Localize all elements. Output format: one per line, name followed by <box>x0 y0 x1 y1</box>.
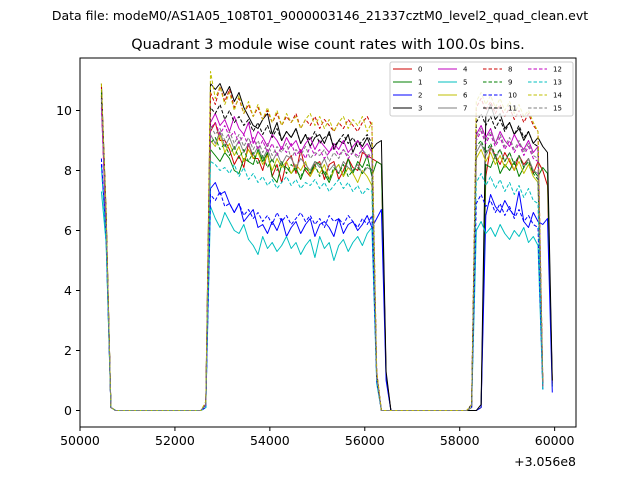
legend-label-1: 1 <box>418 79 422 87</box>
x-tick-label: 60000 <box>535 433 575 448</box>
y-axis: 0 2 4 6 8 10 <box>56 103 80 418</box>
x-tick-label: 50000 <box>60 433 100 448</box>
legend-label-2: 2 <box>418 92 422 100</box>
series-line-14 <box>100 71 544 411</box>
x-tick-label: 54000 <box>250 433 290 448</box>
legend-label-12: 12 <box>553 66 562 74</box>
x-axis: 50000 52000 54000 56000 58000 60000 <box>60 427 575 448</box>
legend-label-5: 5 <box>463 79 467 87</box>
legend-label-11: 11 <box>508 105 517 113</box>
legend-label-3: 3 <box>418 105 422 113</box>
y-tick-label: 4 <box>64 283 72 298</box>
series-line-5 <box>100 191 544 411</box>
plot-frame <box>79 57 577 428</box>
legend-label-4: 4 <box>463 66 468 74</box>
legend-label-15: 15 <box>553 105 562 113</box>
legend-label-7: 7 <box>463 105 467 113</box>
y-tick-label: 2 <box>64 343 72 358</box>
legend-frame <box>389 61 574 117</box>
x-axis-offset-text: +3.056e8 <box>514 454 576 469</box>
y-tick-label: 10 <box>56 103 72 118</box>
y-tick-label: 8 <box>64 163 72 178</box>
legend-label-14: 14 <box>553 92 562 100</box>
chart-title: Quadrant 3 module wise count rates with … <box>131 37 525 53</box>
legend-label-6: 6 <box>463 92 468 100</box>
legend-label-10: 10 <box>508 92 517 100</box>
series-line-15 <box>100 98 544 411</box>
series-layer <box>100 71 553 411</box>
series-line-13 <box>100 161 544 411</box>
legend-label-13: 13 <box>553 79 562 87</box>
legend-label-8: 8 <box>508 66 512 74</box>
figure-suptitle: Data file: modeM0/AS1A05_108T01_90000031… <box>52 8 588 23</box>
x-tick-label: 58000 <box>440 433 480 448</box>
y-tick-label: 0 <box>64 403 72 418</box>
x-tick-label: 52000 <box>155 433 195 448</box>
legend-label-9: 9 <box>508 79 512 87</box>
y-tick-label: 6 <box>64 223 72 238</box>
x-tick-label: 56000 <box>345 433 385 448</box>
series-line-10 <box>100 158 544 411</box>
legend-label-0: 0 <box>418 66 422 74</box>
